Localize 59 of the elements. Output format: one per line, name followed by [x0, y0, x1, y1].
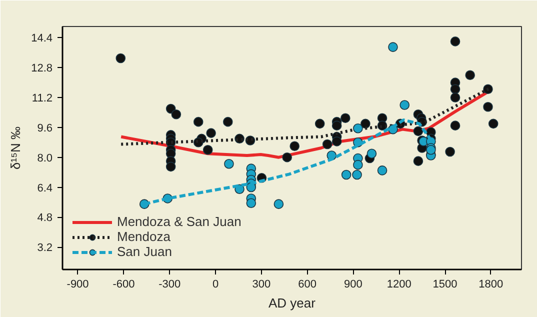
point — [488, 118, 498, 129]
point — [413, 156, 424, 166]
point — [400, 100, 410, 110]
y-tick-label: 9.6 — [37, 122, 53, 134]
point — [413, 126, 424, 136]
y-tick-label: 4.8 — [37, 212, 53, 224]
point — [353, 123, 363, 134]
point — [450, 36, 460, 46]
point — [274, 199, 284, 209]
point — [445, 146, 455, 157]
point — [341, 170, 352, 180]
legend-label: San Juan — [117, 244, 172, 259]
point — [166, 162, 176, 172]
x-tick-label: 1500 — [432, 278, 458, 290]
legend-label: Mendoza — [117, 229, 170, 244]
y-axis-title: δ¹⁵N ‰ — [8, 126, 24, 170]
x-tick-label: -300 — [158, 278, 181, 290]
y-tick-label: 3.2 — [37, 242, 53, 254]
point — [224, 158, 234, 169]
point — [332, 120, 342, 130]
point — [282, 152, 292, 162]
point — [332, 136, 342, 146]
legend-label: Mendoza & San Juan — [117, 214, 242, 229]
point — [377, 166, 388, 176]
point — [450, 120, 460, 130]
point — [366, 148, 377, 158]
point — [465, 70, 475, 80]
point — [116, 53, 126, 64]
point — [340, 113, 350, 123]
point — [322, 139, 332, 150]
point — [314, 118, 325, 129]
point — [246, 198, 256, 208]
x-tick-label: 1200 — [386, 278, 412, 290]
point — [171, 109, 182, 120]
point — [360, 118, 370, 129]
point — [450, 92, 460, 102]
y-tick-label: 6.4 — [37, 182, 53, 194]
point — [206, 128, 216, 138]
x-tick-label: 300 — [252, 278, 271, 290]
x-tick-label: -900 — [66, 278, 89, 290]
x-tick-label: -600 — [112, 278, 135, 290]
point — [352, 170, 362, 180]
y-tick-label: 12.8 — [31, 62, 53, 75]
point — [193, 116, 204, 127]
point — [222, 116, 233, 127]
point — [202, 144, 213, 155]
x-tick-label: 1800 — [478, 278, 504, 290]
x-axis-title: AD year — [268, 296, 316, 310]
y-tick-label: 14.4 — [31, 32, 53, 45]
point — [450, 84, 460, 94]
x-tick-label: 900 — [344, 278, 362, 290]
point — [388, 42, 398, 52]
y-tick-label: 8.0 — [37, 152, 53, 164]
x-tick-label: 0 — [212, 278, 219, 290]
x-tick-label: 600 — [298, 278, 316, 290]
point — [483, 102, 493, 112]
point — [290, 141, 300, 152]
y-tick-label: 11.2 — [32, 92, 52, 105]
point — [353, 160, 363, 170]
